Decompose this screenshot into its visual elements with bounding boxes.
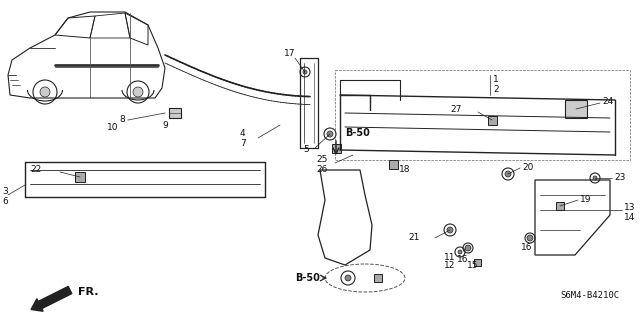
Text: 8: 8 [119, 115, 125, 124]
Text: 16: 16 [521, 242, 532, 251]
Text: 26: 26 [316, 166, 328, 174]
Text: 21: 21 [408, 234, 420, 242]
Text: 6: 6 [2, 197, 8, 206]
Circle shape [327, 131, 333, 137]
Circle shape [465, 245, 471, 251]
Bar [335, 70, 630, 160]
Circle shape [133, 87, 143, 97]
Circle shape [593, 176, 597, 180]
Circle shape [40, 87, 50, 97]
Text: 9: 9 [162, 121, 168, 130]
Text: 25: 25 [316, 155, 328, 165]
Text: 14: 14 [624, 212, 636, 221]
Bar [556, 202, 564, 210]
Text: FR.: FR. [78, 287, 99, 297]
Bar [565, 100, 587, 118]
Bar [75, 172, 85, 182]
Text: 13: 13 [624, 203, 636, 211]
Text: 19: 19 [580, 195, 591, 204]
Text: 20: 20 [522, 162, 533, 172]
Circle shape [345, 275, 351, 281]
FancyArrow shape [31, 286, 72, 311]
Text: 3: 3 [2, 188, 8, 197]
Bar [169, 108, 181, 118]
Text: 11: 11 [444, 253, 456, 262]
Text: 5: 5 [303, 145, 308, 154]
Bar [332, 144, 341, 153]
Text: 23: 23 [614, 174, 625, 182]
Text: 17: 17 [284, 49, 296, 58]
Circle shape [458, 250, 462, 254]
Circle shape [447, 227, 453, 233]
Circle shape [303, 70, 307, 74]
Text: 1: 1 [493, 76, 499, 85]
Bar [389, 160, 398, 169]
Text: B-50: B-50 [345, 128, 370, 138]
Text: 12: 12 [444, 262, 456, 271]
Text: 18: 18 [399, 166, 410, 174]
Bar [474, 259, 481, 266]
Text: 24: 24 [602, 98, 613, 107]
Text: S6M4-B4210C: S6M4-B4210C [560, 291, 619, 300]
Text: 2: 2 [493, 85, 499, 94]
Text: 15: 15 [467, 262, 479, 271]
Text: 22: 22 [31, 166, 42, 174]
Text: 7: 7 [240, 139, 246, 149]
Bar [374, 274, 382, 282]
Circle shape [505, 171, 511, 177]
Circle shape [527, 235, 533, 241]
Bar [488, 116, 497, 125]
Text: 16: 16 [457, 256, 468, 264]
Text: 27: 27 [451, 106, 462, 115]
Text: 4: 4 [240, 130, 246, 138]
Text: B-50: B-50 [295, 273, 320, 283]
Text: 10: 10 [106, 123, 118, 132]
